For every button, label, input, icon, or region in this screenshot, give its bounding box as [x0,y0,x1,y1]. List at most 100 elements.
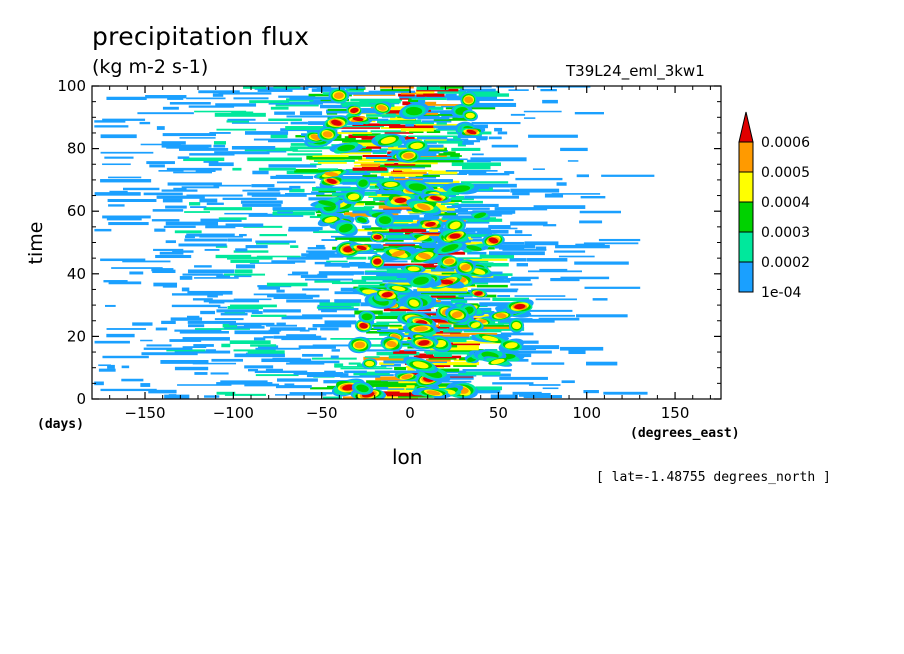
precip-streak [346,256,367,260]
precip-streak [432,368,460,372]
precip-streak [149,164,165,168]
precip-streak [273,296,313,300]
precip-streak [209,132,231,134]
precip-streak [173,171,212,174]
precip-streak [104,156,134,159]
precip-streak [313,159,355,162]
precip-streak [542,387,559,390]
precip-streak [94,120,126,123]
precip-streak [107,198,157,203]
precip-streak [230,304,277,308]
precip-streak [377,119,422,124]
precip-streak [286,299,330,303]
precip-streak [304,278,353,281]
precip-cell [418,340,430,346]
precip-streak [208,162,234,167]
precip-streak [182,337,230,341]
precip-streak [539,268,568,271]
precip-streak [457,207,490,210]
precip-streak [143,347,193,350]
precip-streak [187,269,235,274]
precip-streak [306,255,344,258]
colorbar-segment [738,261,754,293]
precip-streak [417,114,440,119]
precip-streak [334,363,344,368]
precip-streak [419,246,446,251]
precip-streak [106,96,147,100]
precip-streak [390,170,427,175]
precip-streak [348,134,368,138]
precip-streak [341,130,368,133]
precip-streak [379,362,395,365]
precip-streak [576,174,590,178]
precip-cell [474,291,483,296]
precip-streak [364,176,384,179]
precip-streak [331,281,383,285]
precip-streak [179,147,229,151]
precip-streak [224,393,266,396]
precip-streak [428,170,458,175]
precip-streak [351,202,365,206]
precip-streak [393,350,417,354]
precip-streak [302,353,323,357]
precip-streak [313,230,352,234]
precip-cell [347,193,360,201]
precip-streak [200,218,242,222]
precip-streak [208,301,225,304]
precip-streak [227,238,252,242]
precip-streak [388,281,416,285]
precip-streak [154,228,166,232]
precip-streak [510,283,533,286]
precip-streak [601,174,655,177]
precip-streak [584,286,641,289]
precip-streak [121,378,144,382]
precip-streak [311,357,357,360]
precip-streak [338,125,384,128]
precip-streak [366,112,417,117]
precip-streak [334,127,380,129]
x-axis-unit: (degrees_east) [630,426,740,441]
precip-streak [108,176,142,179]
precip-streak [415,353,434,358]
precip-cell [331,119,342,126]
precip-cell [413,276,429,285]
precip-streak [249,262,296,264]
precip-cell [378,216,392,225]
precip-streak [373,159,410,163]
precip-streak [240,200,283,204]
precip-streak [388,355,410,359]
precip-streak [153,248,184,251]
precip-streak [352,167,388,171]
precip-streak [365,322,390,326]
precip-streak [386,269,418,274]
precip-streak [267,294,320,298]
precip-streak [379,332,395,336]
precip-streak [407,156,460,160]
precip-streak [403,371,432,376]
precip-streak [390,311,407,314]
precip-cell [384,181,398,187]
precip-streak [472,314,503,318]
precip-streak [322,396,342,399]
precip-streak [442,215,483,219]
precip-streak [216,309,259,313]
precip-streak [156,195,205,199]
precip-streak [451,147,481,151]
precip-streak [365,156,404,159]
x-tick-label: −50 [306,404,338,422]
precip-streak [365,324,402,327]
precip-cell [409,299,419,307]
precip-streak [494,244,536,249]
precip-streak [275,394,327,396]
precip-streak [348,362,361,365]
precip-streak [465,262,509,267]
precip-cell [373,234,382,240]
precip-streak [499,376,548,380]
precip-streak [446,211,472,213]
precip-streak [515,177,563,181]
precip-streak [437,89,467,94]
precip-streak [382,381,434,386]
precip-streak [411,159,464,163]
precip-streak [207,294,218,298]
precip-streak [373,325,388,329]
